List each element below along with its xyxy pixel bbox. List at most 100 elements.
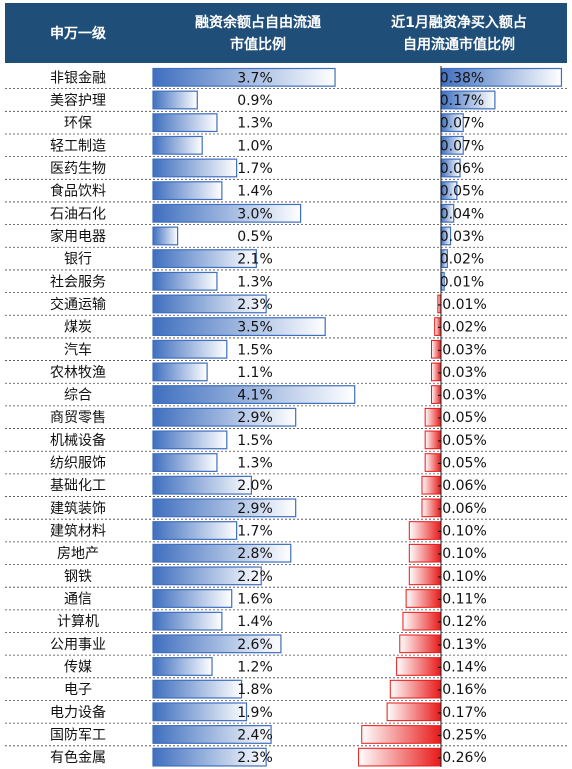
net-buy-label: 0.07%	[440, 116, 484, 132]
ratio-bar	[152, 158, 238, 178]
net-buy-label: 0.06%	[440, 161, 484, 177]
ratio-bar	[152, 657, 213, 676]
net-buy-bar-negative	[361, 725, 442, 744]
industry-label: 交通运输	[50, 296, 106, 313]
ratio-bar	[152, 747, 267, 767]
table-row: 汽车 1.5% -0.03%	[5, 339, 567, 361]
net-buy-label: 0.05%	[440, 184, 484, 200]
table-row: 家用电器 0.5% 0.03%	[5, 226, 567, 248]
ratio-bar	[152, 679, 243, 699]
ratio-bar	[152, 702, 248, 722]
table-row: 基础化工 2.0% -0.06%	[5, 475, 567, 497]
ratio-label: 2.0%	[237, 478, 273, 494]
table-row: 银行 2.1% 0.02%	[5, 249, 567, 271]
industry-label: 轻工制造	[50, 138, 106, 154]
table-row: 建筑装饰 2.9% -0.06%	[5, 498, 567, 520]
industry-label: 医药生物	[50, 161, 106, 177]
table-row: 计算机 1.4% -0.12%	[5, 611, 567, 633]
industry-label: 计算机	[57, 614, 99, 630]
net-buy-label: 0.07%	[440, 138, 484, 154]
ratio-bar	[152, 362, 208, 382]
ratio-bar	[152, 135, 203, 155]
net-buy-label: 0.04%	[440, 206, 484, 222]
industry-label: 银行	[64, 252, 92, 268]
net-buy-bar-negative	[408, 521, 442, 540]
header-col-2: 近1月融资净买入额占自用流通市值比例	[391, 14, 527, 53]
net-buy-label: -0.05%	[437, 410, 487, 426]
net-buy-label: 0.38%	[440, 70, 484, 86]
net-buy-label: 0.02%	[440, 252, 484, 268]
ratio-label: 2.1%	[237, 252, 273, 268]
net-buy-bar-negative	[408, 543, 442, 563]
net-buy-label: -0.05%	[437, 433, 487, 449]
net-buy-bar-negative	[402, 611, 442, 631]
industry-label: 电力设备	[50, 704, 106, 721]
industry-label: 房地产	[57, 546, 99, 562]
ratio-bar	[152, 181, 223, 201]
ratio-label: 3.7%	[237, 70, 273, 86]
ratio-bar	[152, 317, 326, 337]
ratio-bar	[152, 67, 336, 87]
net-buy-label: -0.26%	[437, 750, 487, 766]
ratio-label: 2.2%	[237, 569, 273, 585]
net-buy-label: 0.01%	[440, 274, 484, 290]
ratio-label: 2.3%	[237, 750, 273, 766]
industry-label: 非银金融	[50, 70, 106, 86]
table-row: 农林牧渔 1.1% -0.03%	[5, 362, 567, 384]
ratio-bar	[152, 634, 282, 654]
table-row: 交通运输 2.3% -0.01%	[5, 294, 567, 316]
ratio-bar	[152, 543, 292, 563]
header-col-1: 融资余额占自由流通市值比例	[195, 14, 321, 53]
ratio-label: 2.4%	[237, 727, 273, 743]
net-buy-label: -0.03%	[437, 365, 487, 381]
ratio-label: 1.3%	[237, 456, 273, 472]
ratio-bar	[152, 475, 253, 495]
net-buy-label: -0.02%	[437, 320, 487, 336]
ratio-bar	[152, 407, 297, 427]
ratio-bar	[152, 90, 198, 110]
ratio-bar	[152, 498, 297, 518]
ratio-bar	[152, 226, 179, 246]
table-row: 医药生物 1.7% 0.06%	[5, 158, 567, 180]
table-row: 石油石化 3.0% 0.04%	[5, 203, 567, 226]
net-buy-label: -0.10%	[437, 546, 487, 562]
ratio-bar	[152, 566, 262, 586]
ratio-label: 1.3%	[237, 116, 273, 132]
ratio-label: 1.1%	[237, 365, 273, 381]
net-buy-label: -0.17%	[437, 705, 487, 721]
table-row: 国防军工 2.4% -0.25%	[5, 725, 567, 747]
industry-label: 建筑装饰	[50, 501, 106, 517]
net-buy-label: -0.05%	[437, 456, 487, 472]
table-row: 轻工制造 1.0% 0.07%	[5, 135, 567, 158]
table-row: 商贸零售 2.9% -0.05%	[5, 407, 567, 429]
net-buy-label: 0.03%	[440, 229, 484, 245]
ratio-label: 2.8%	[237, 546, 273, 562]
table-row: 通信 1.6% -0.11%	[5, 589, 567, 611]
table-row: 煤炭 3.5% -0.02%	[5, 317, 567, 339]
table-row: 纺织服饰 1.3% -0.05%	[5, 453, 567, 475]
ratio-bar	[152, 249, 257, 269]
industry-label: 纺织服饰	[50, 456, 106, 472]
industry-label: 食品饮料	[50, 183, 106, 200]
ratio-label: 2.9%	[237, 501, 273, 517]
industry-label: 社会服务	[50, 274, 106, 290]
industry-label: 综合	[64, 388, 92, 404]
ratio-label: 1.9%	[237, 705, 273, 721]
net-buy-label: -0.14%	[437, 659, 487, 675]
table-row: 环保 1.3% 0.07%	[5, 113, 567, 135]
ratio-bar	[152, 589, 233, 608]
ratio-label: 3.0%	[237, 206, 273, 222]
industry-label: 通信	[64, 592, 92, 608]
net-buy-label: -0.10%	[437, 569, 487, 585]
table-row: 综合 4.1% -0.03%	[5, 385, 567, 407]
net-buy-bar-negative	[399, 634, 442, 654]
ratio-label: 2.6%	[237, 637, 273, 653]
industry-label: 钢铁	[64, 569, 92, 585]
ratio-label: 1.5%	[237, 342, 273, 358]
table-row: 公用事业 2.6% -0.13%	[5, 634, 567, 656]
ratio-label: 3.5%	[237, 320, 273, 336]
ratio-label: 1.4%	[237, 184, 273, 200]
ratio-label: 1.5%	[237, 433, 273, 449]
net-buy-label: -0.25%	[437, 727, 487, 743]
industry-label: 石油石化	[50, 206, 106, 222]
